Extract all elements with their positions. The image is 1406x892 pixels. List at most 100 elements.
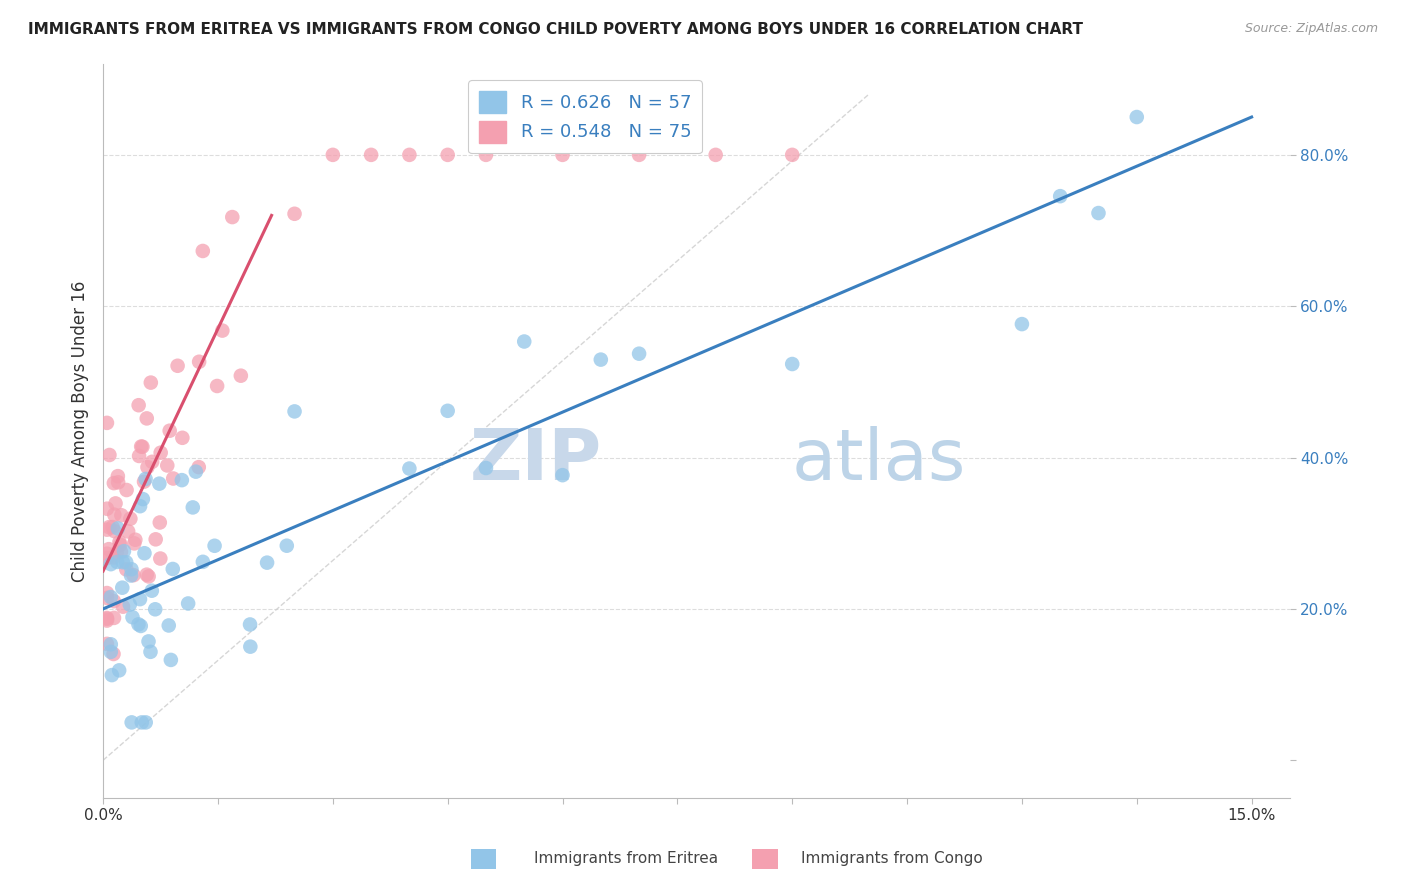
Point: [96, 547, 118, 561]
Point: [135, 567, 157, 582]
Text: ZIP: ZIP: [470, 425, 602, 495]
Point: [108, 538, 131, 552]
Point: [148, 476, 170, 491]
Point: [103, 611, 125, 625]
Point: [129, 592, 152, 607]
Point: [239, 640, 262, 654]
Point: [628, 347, 651, 361]
Point: [96, 523, 118, 537]
Point: [162, 562, 184, 576]
Point: [475, 148, 498, 162]
Point: [139, 376, 162, 390]
Point: [1011, 317, 1033, 331]
Point: [129, 440, 152, 454]
Point: [398, 461, 420, 475]
Point: [191, 244, 214, 258]
Point: [1087, 206, 1109, 220]
Point: [103, 647, 125, 661]
Point: [101, 668, 124, 682]
Point: [589, 352, 612, 367]
Point: [628, 148, 651, 162]
Point: [162, 471, 184, 485]
Point: [115, 483, 138, 497]
Point: [134, 546, 156, 560]
Point: [780, 148, 803, 162]
Point: [96, 416, 118, 430]
Point: [149, 516, 172, 530]
Point: [105, 546, 128, 560]
Point: [191, 555, 214, 569]
Point: [101, 520, 124, 534]
Point: [513, 334, 536, 349]
Text: Source: ZipAtlas.com: Source: ZipAtlas.com: [1244, 22, 1378, 36]
Y-axis label: Child Poverty Among Boys Under 16: Child Poverty Among Boys Under 16: [72, 280, 89, 582]
Point: [108, 535, 131, 549]
Point: [107, 521, 129, 535]
Point: [96, 637, 118, 651]
Point: [131, 440, 153, 454]
Point: [98, 448, 121, 462]
Point: [124, 533, 146, 547]
Point: [115, 555, 138, 569]
Point: [100, 557, 122, 571]
Point: [104, 496, 127, 510]
Point: [103, 524, 125, 538]
Text: IMMIGRANTS FROM ERITREA VS IMMIGRANTS FROM CONGO CHILD POVERTY AMONG BOYS UNDER : IMMIGRANTS FROM ERITREA VS IMMIGRANTS FR…: [28, 22, 1083, 37]
Point: [96, 591, 118, 605]
Point: [111, 581, 134, 595]
Point: [138, 634, 160, 648]
Point: [128, 449, 150, 463]
Point: [177, 597, 200, 611]
Text: atlas: atlas: [792, 425, 966, 495]
Point: [143, 602, 166, 616]
Point: [100, 645, 122, 659]
Point: [211, 324, 233, 338]
Point: [96, 611, 118, 625]
Point: [132, 475, 155, 489]
Point: [96, 501, 118, 516]
Point: [121, 715, 143, 730]
Point: [436, 148, 458, 162]
Point: [283, 207, 305, 221]
Point: [166, 359, 188, 373]
Point: [276, 539, 298, 553]
Point: [283, 404, 305, 418]
Point: [149, 445, 172, 459]
Point: [96, 586, 118, 600]
Point: [115, 562, 138, 576]
Text: Immigrants from Eritrea: Immigrants from Eritrea: [534, 851, 718, 865]
Point: [172, 431, 194, 445]
Point: [551, 148, 574, 162]
Point: [138, 569, 160, 583]
Point: [127, 617, 149, 632]
Point: [256, 556, 278, 570]
Point: [135, 715, 157, 730]
Point: [128, 398, 150, 412]
Point: [132, 492, 155, 507]
Point: [139, 645, 162, 659]
Point: [96, 551, 118, 566]
Point: [239, 617, 262, 632]
Point: [97, 542, 120, 557]
Point: [96, 612, 118, 626]
Point: [205, 379, 228, 393]
Point: [108, 664, 131, 678]
Point: [110, 545, 132, 559]
Point: [107, 469, 129, 483]
Point: [398, 148, 420, 162]
Point: [360, 148, 382, 162]
Point: [229, 368, 252, 383]
Point: [118, 598, 141, 612]
Point: [131, 715, 153, 730]
Point: [112, 599, 135, 614]
Point: [170, 473, 193, 487]
Point: [135, 411, 157, 425]
Point: [111, 555, 134, 569]
Point: [159, 424, 181, 438]
Point: [129, 619, 152, 633]
Point: [1049, 189, 1071, 203]
Point: [322, 148, 344, 162]
Point: [103, 508, 125, 522]
Point: [160, 653, 183, 667]
Point: [156, 458, 179, 473]
